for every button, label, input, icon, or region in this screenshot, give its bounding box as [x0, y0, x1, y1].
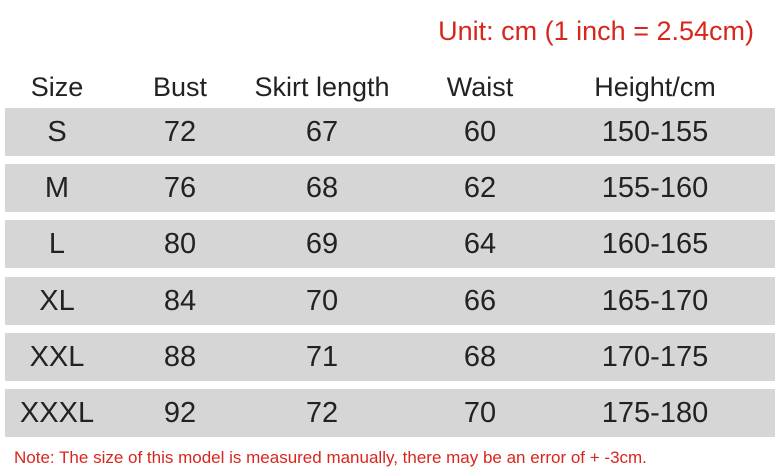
table-cell: 165-170: [601, 284, 709, 317]
table-cell: 67: [305, 116, 339, 148]
table-cell: Height/cm: [594, 72, 716, 102]
table-cell: 68: [463, 340, 497, 373]
table-cell: 84: [163, 284, 197, 317]
table-cell: 80: [163, 228, 197, 261]
table-row: L 80 69 64 160-165: [5, 220, 775, 269]
table-cell: XXXL: [19, 397, 95, 429]
table-cell: 66: [463, 284, 497, 317]
table-cell: 70: [305, 284, 339, 317]
table-cell: Size: [30, 72, 84, 102]
table-cell: 88: [163, 340, 197, 373]
table-cell: 160-165: [601, 228, 709, 261]
table-cell: 92: [163, 397, 197, 429]
unit-note: Unit: cm (1 inch = 2.54cm): [438, 16, 754, 46]
table-cell: XXL: [29, 340, 85, 373]
table-cell: S: [47, 116, 67, 148]
table-cell: 72: [163, 116, 197, 148]
table-cell: 150-155: [601, 116, 709, 148]
table-cell: 70: [463, 397, 497, 429]
table-row: XXXL 92 72 70 175-180: [5, 389, 775, 437]
table-cell: Bust: [152, 72, 208, 102]
table-cell: 71: [305, 340, 339, 373]
table-cell: 72: [305, 397, 339, 429]
table-cell: L: [48, 228, 66, 261]
table-cell: 68: [305, 172, 339, 205]
table-cell: 69: [305, 228, 339, 261]
table-cell: 60: [463, 116, 497, 148]
table-cell: 170-175: [601, 340, 709, 373]
table-cell: 64: [463, 228, 497, 261]
table-row: M 76 68 62 155-160: [5, 164, 775, 213]
table-cell: 175-180: [601, 397, 709, 429]
table-cell: 155-160: [601, 172, 709, 205]
table-row: XL 84 70 66 165-170: [5, 276, 775, 325]
table-cell: M: [44, 172, 70, 205]
table-cell: Waist: [446, 72, 514, 102]
table-cell: Skirt length: [254, 72, 390, 102]
table-row: XXL 88 71 68 170-175: [5, 332, 775, 381]
table-cell: 62: [463, 172, 497, 205]
table-cell: 76: [163, 172, 197, 205]
header-row: Size Bust Skirt length Waist Height/cm: [5, 63, 775, 111]
footnote: Note: The size of this model is measured…: [14, 448, 647, 467]
table-row: S 72 67 60 150-155: [5, 108, 775, 156]
table-cell: XL: [39, 284, 75, 317]
